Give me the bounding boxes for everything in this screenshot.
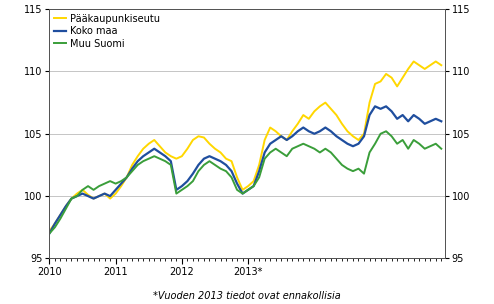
Muu Suomi <box>102 182 108 185</box>
Pääkaupunkiseutu <box>46 229 52 233</box>
Koko maa <box>311 132 317 136</box>
Text: *Vuoden 2013 tiedot ovat ennakollisia: *Vuoden 2013 tiedot ovat ennakollisia <box>153 291 341 301</box>
Pääkaupunkiseutu <box>140 147 146 150</box>
Line: Muu Suomi: Muu Suomi <box>49 131 441 233</box>
Pääkaupunkiseutu <box>411 60 416 63</box>
Koko maa <box>295 130 301 133</box>
Line: Pääkaupunkiseutu: Pääkaupunkiseutu <box>49 61 441 231</box>
Legend: Pääkaupunkiseutu, Koko maa, Muu Suomi: Pääkaupunkiseutu, Koko maa, Muu Suomi <box>52 12 162 51</box>
Muu Suomi <box>311 147 317 150</box>
Koko maa <box>102 192 108 195</box>
Koko maa <box>179 184 185 188</box>
Pääkaupunkiseutu <box>179 154 185 158</box>
Muu Suomi <box>267 151 273 154</box>
Koko maa <box>267 142 273 146</box>
Koko maa <box>140 154 146 158</box>
Muu Suomi <box>179 188 185 192</box>
Pääkaupunkiseutu <box>267 126 273 130</box>
Pääkaupunkiseutu <box>438 64 444 67</box>
Koko maa <box>438 119 444 123</box>
Muu Suomi <box>140 159 146 163</box>
Muu Suomi <box>46 232 52 235</box>
Line: Koko maa: Koko maa <box>49 106 441 233</box>
Koko maa <box>372 105 378 108</box>
Pääkaupunkiseutu <box>102 192 108 195</box>
Muu Suomi <box>438 147 444 150</box>
Pääkaupunkiseutu <box>295 122 301 126</box>
Pääkaupunkiseutu <box>311 109 317 113</box>
Koko maa <box>46 232 52 235</box>
Muu Suomi <box>295 144 301 148</box>
Muu Suomi <box>383 130 389 133</box>
